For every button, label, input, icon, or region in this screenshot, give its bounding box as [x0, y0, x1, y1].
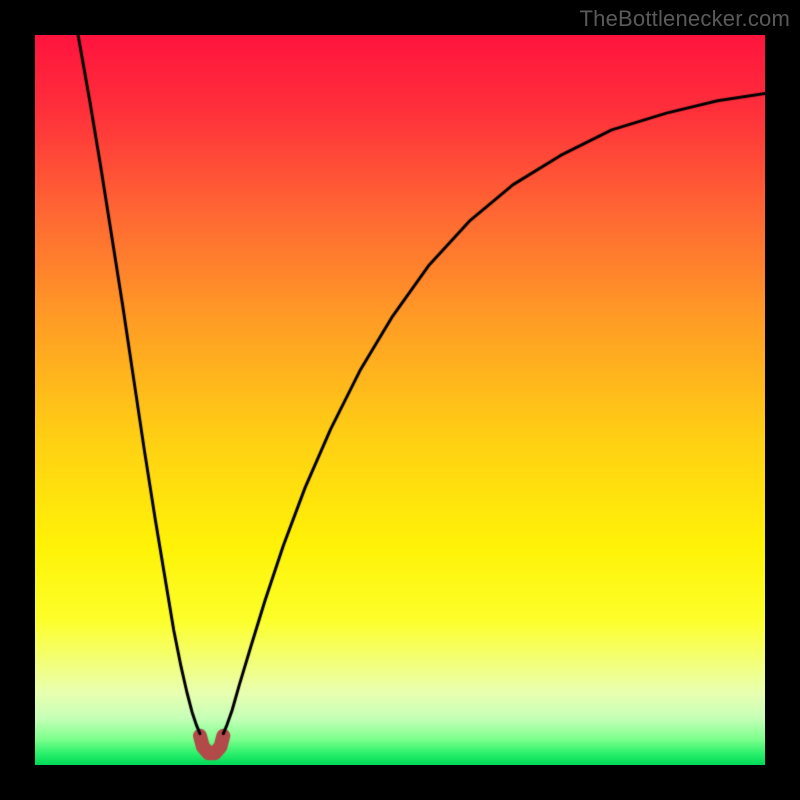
- plot-canvas: [35, 35, 765, 765]
- chart-stage: TheBottlenecker.com: [0, 0, 800, 800]
- plot-area: [35, 35, 765, 765]
- watermark-text: TheBottlenecker.com: [580, 6, 790, 32]
